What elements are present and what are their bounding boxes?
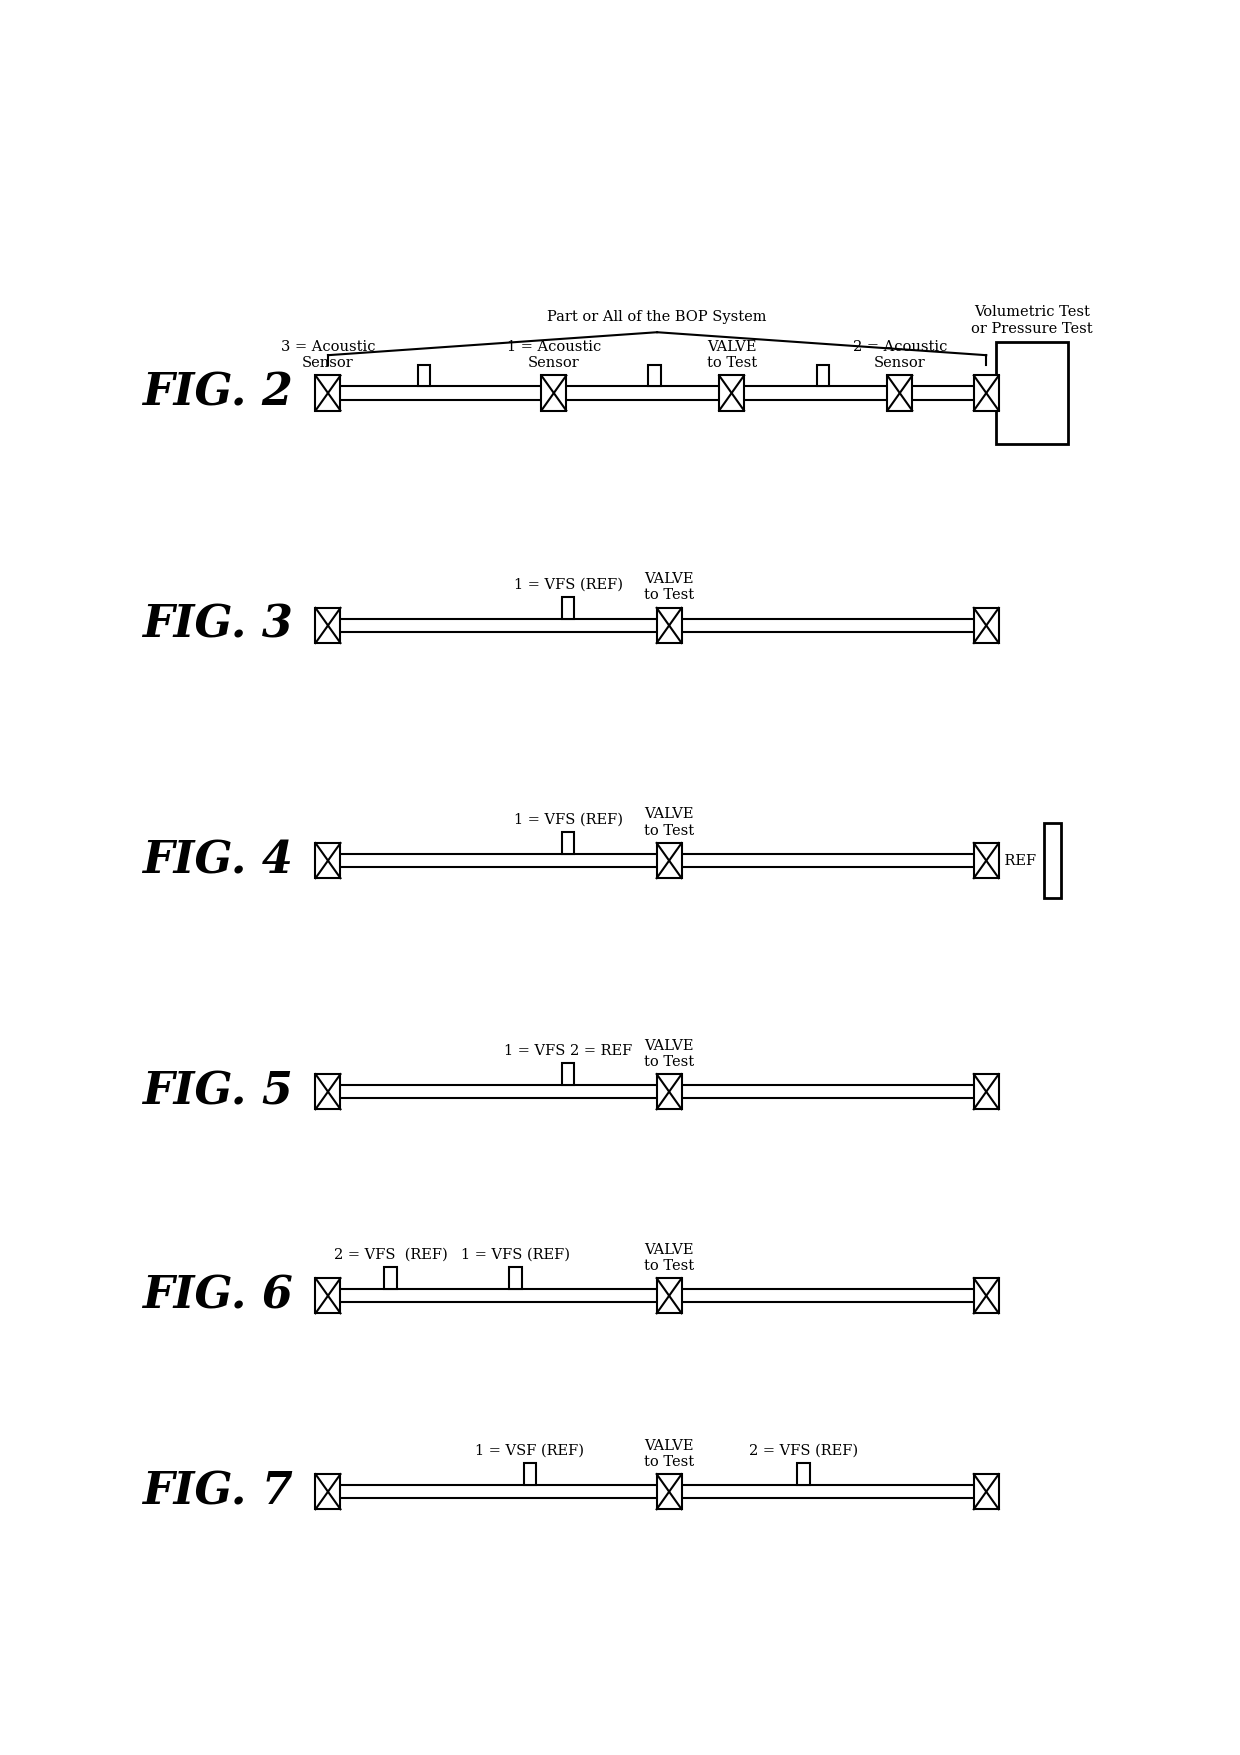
- Bar: [315, 376, 341, 411]
- Text: 1 = VFS (REF): 1 = VFS (REF): [461, 1248, 570, 1262]
- Text: FIG. 7: FIG. 7: [143, 1471, 293, 1513]
- Text: FIG. 4: FIG. 4: [143, 839, 293, 883]
- Bar: [973, 607, 998, 642]
- Text: VALVE
to Test: VALVE to Test: [644, 1439, 694, 1469]
- Bar: [510, 1267, 522, 1288]
- Bar: [973, 1074, 998, 1109]
- Bar: [562, 832, 574, 855]
- Text: Volumetric Test
or Pressure Test: Volumetric Test or Pressure Test: [971, 305, 1092, 335]
- Bar: [327, 855, 986, 867]
- Bar: [719, 376, 744, 411]
- Bar: [384, 1267, 397, 1288]
- Text: 2 = Acoustic
Sensor: 2 = Acoustic Sensor: [853, 340, 947, 370]
- Bar: [327, 1085, 986, 1099]
- Text: VALVE
to Test: VALVE to Test: [644, 1039, 694, 1069]
- Text: 2 = VFS  (REF): 2 = VFS (REF): [334, 1248, 448, 1262]
- Bar: [418, 365, 430, 386]
- Bar: [657, 1474, 682, 1509]
- Bar: [973, 376, 998, 411]
- Bar: [657, 607, 682, 642]
- Bar: [657, 842, 682, 878]
- Bar: [562, 597, 574, 620]
- Bar: [649, 365, 661, 386]
- Text: FIG. 6: FIG. 6: [143, 1274, 293, 1318]
- Bar: [327, 1288, 986, 1302]
- Bar: [315, 842, 341, 878]
- Bar: [315, 607, 341, 642]
- Bar: [797, 1464, 810, 1485]
- Bar: [817, 365, 830, 386]
- Text: 1 = VSF (REF): 1 = VSF (REF): [475, 1444, 584, 1458]
- Text: 2 = VFS (REF): 2 = VFS (REF): [749, 1444, 858, 1458]
- Text: 3 = Acoustic
Sensor: 3 = Acoustic Sensor: [280, 340, 376, 370]
- Bar: [542, 376, 567, 411]
- Bar: [523, 1464, 536, 1485]
- Bar: [973, 1474, 998, 1509]
- Bar: [996, 342, 1068, 444]
- Text: 1 = VFS 2 = REF: 1 = VFS 2 = REF: [505, 1044, 632, 1058]
- Text: FIG. 5: FIG. 5: [143, 1071, 293, 1113]
- Text: VALVE
to Test: VALVE to Test: [644, 1243, 694, 1272]
- Text: 1 = Acoustic
Sensor: 1 = Acoustic Sensor: [507, 340, 601, 370]
- Bar: [327, 1485, 986, 1499]
- Bar: [973, 1278, 998, 1313]
- Text: VALVE
to Test: VALVE to Test: [707, 340, 756, 370]
- Text: Part or All of the BOP System: Part or All of the BOP System: [547, 311, 766, 325]
- Bar: [315, 1474, 341, 1509]
- Bar: [973, 842, 998, 878]
- Text: VALVE
to Test: VALVE to Test: [644, 807, 694, 837]
- Bar: [327, 386, 986, 400]
- Bar: [315, 1074, 341, 1109]
- Bar: [562, 1064, 574, 1085]
- Bar: [657, 1278, 682, 1313]
- Text: FIG. 2: FIG. 2: [143, 372, 293, 414]
- Bar: [888, 376, 913, 411]
- Text: VALVE
to Test: VALVE to Test: [644, 572, 694, 602]
- Text: 1 = VFS (REF): 1 = VFS (REF): [513, 813, 622, 827]
- Bar: [315, 1278, 341, 1313]
- Text: 1 = REF: 1 = REF: [975, 853, 1037, 867]
- Bar: [327, 620, 986, 632]
- Bar: [657, 1074, 682, 1109]
- Text: 1 = VFS (REF): 1 = VFS (REF): [513, 577, 622, 591]
- Text: FIG. 3: FIG. 3: [143, 604, 293, 648]
- Bar: [1044, 823, 1061, 899]
